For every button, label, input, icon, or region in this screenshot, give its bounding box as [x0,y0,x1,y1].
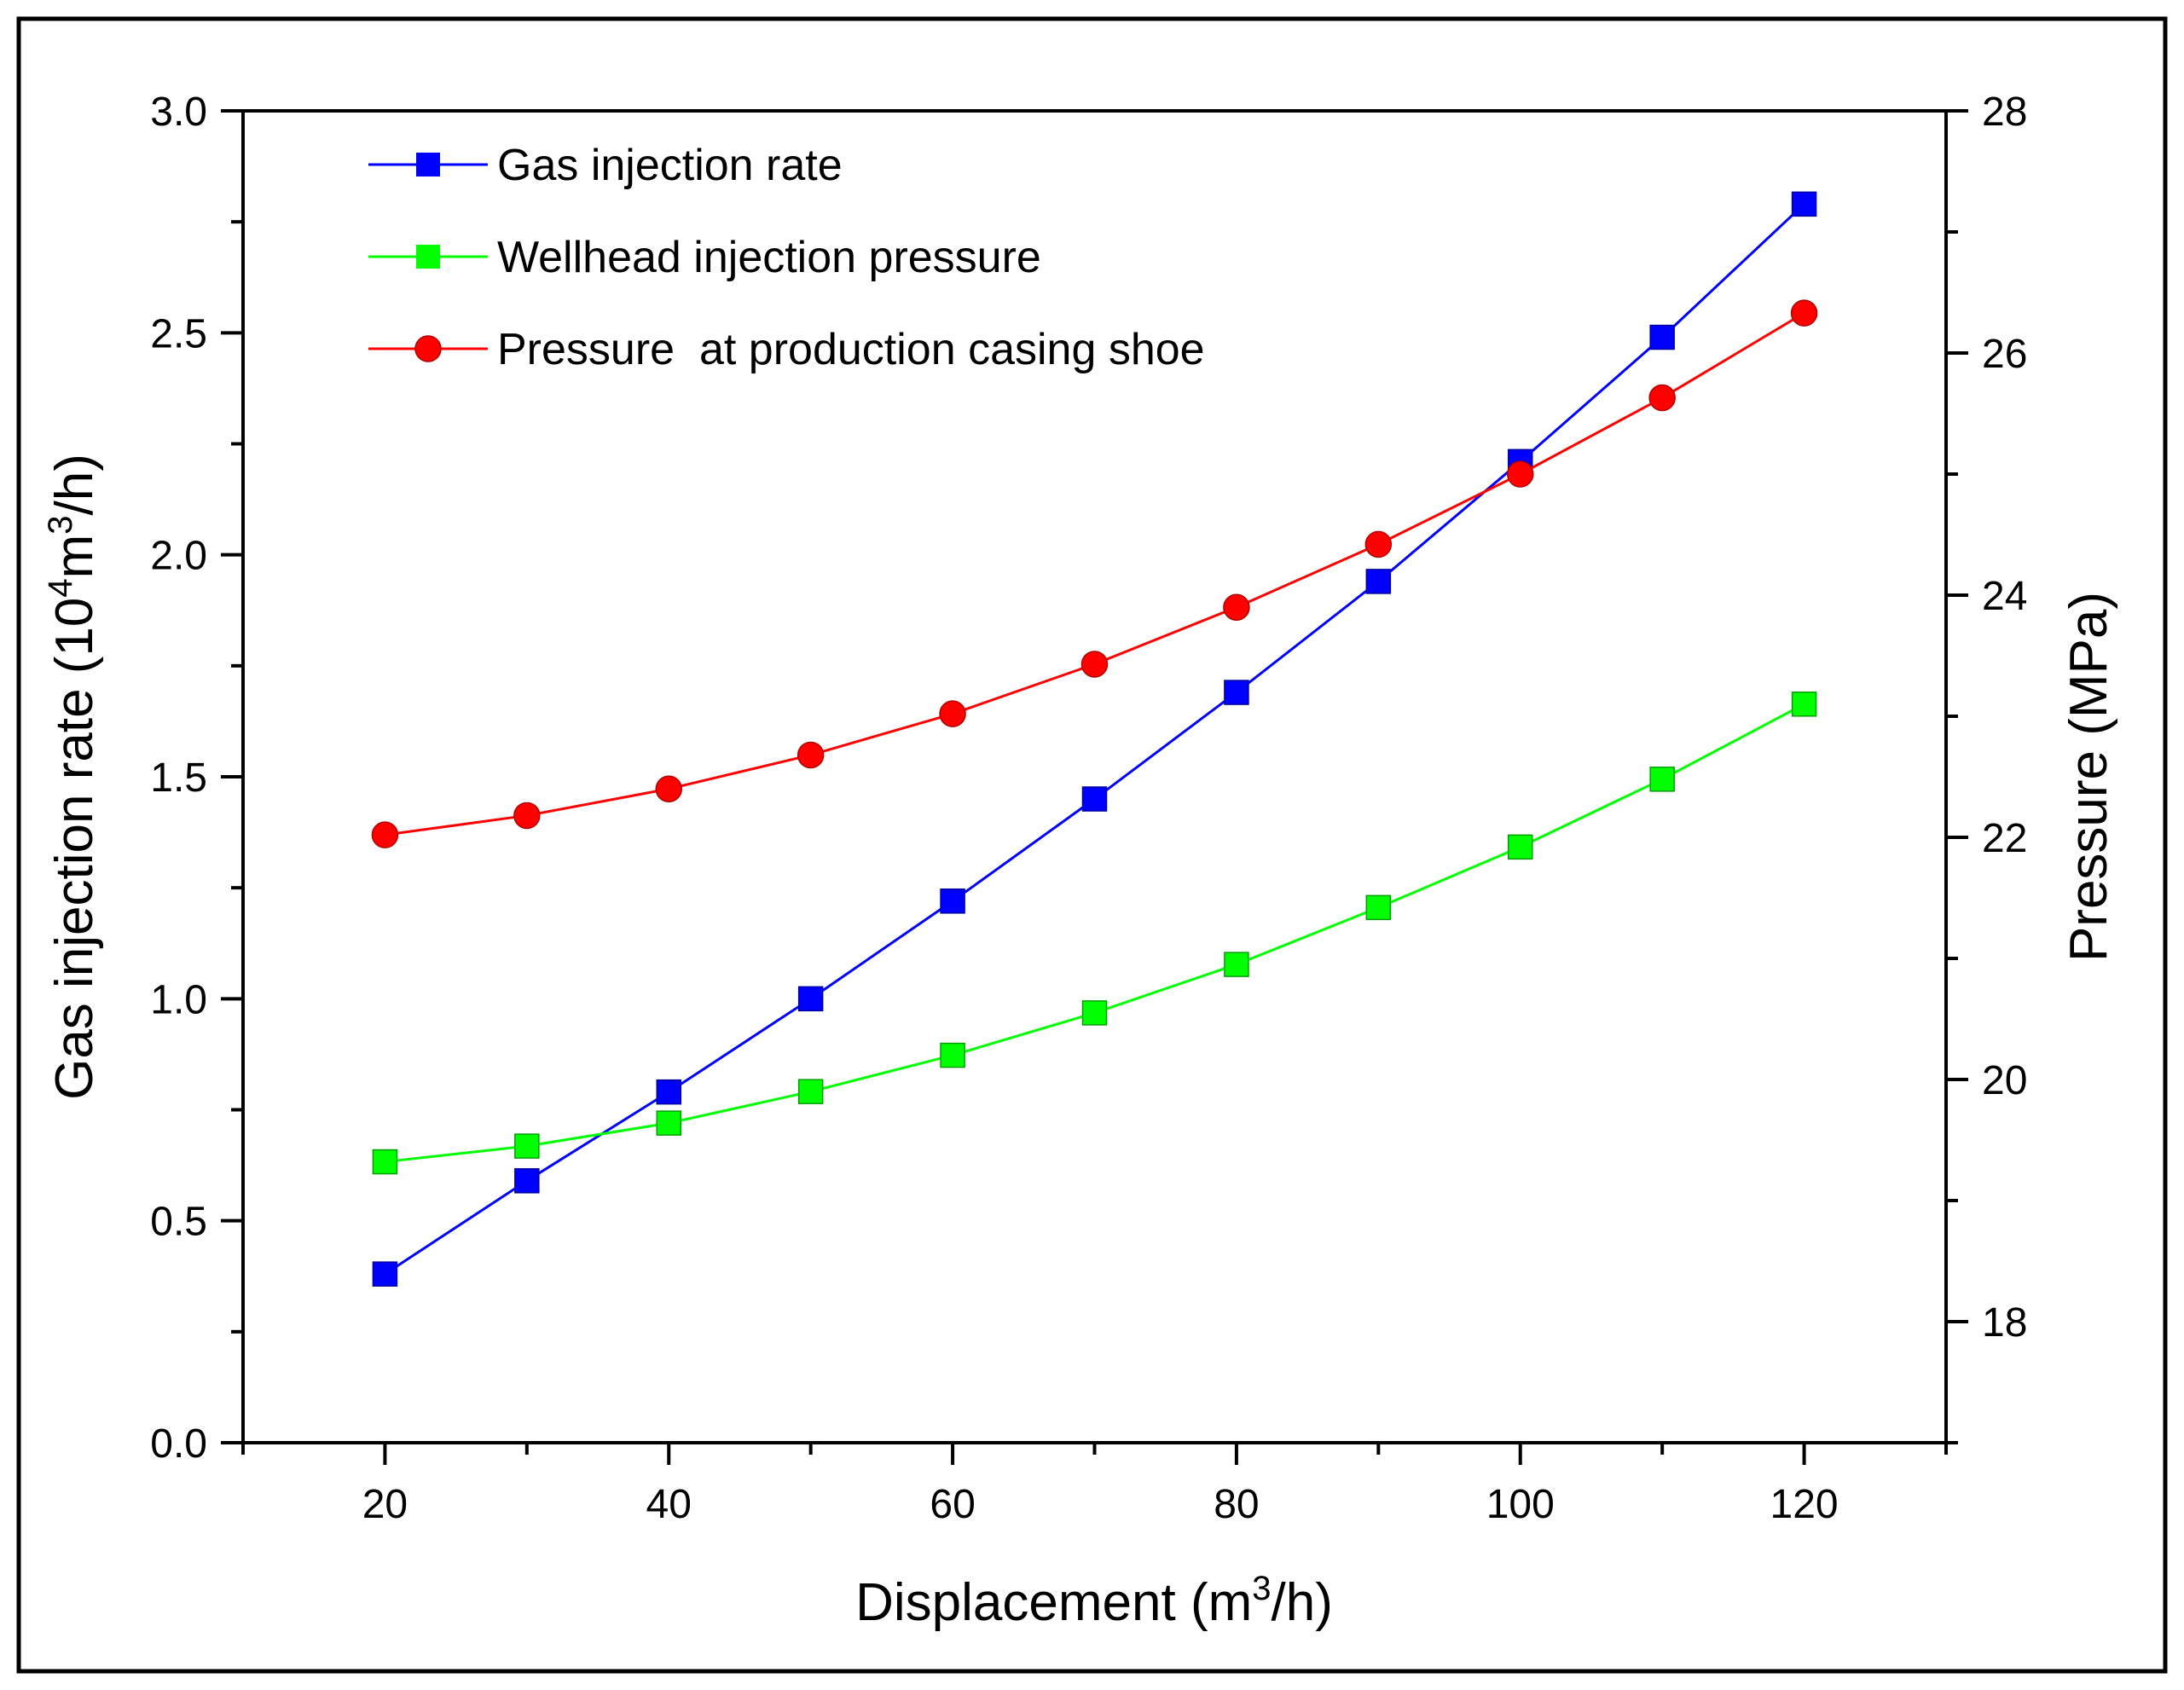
left-y-tick-label: 2.0 [150,534,207,579]
data-point-pressure-at-production-casing-shoe [513,802,541,830]
x-tick-label: 40 [646,1482,692,1527]
series-layer [371,191,1818,1287]
legend-marker-wellhead-injection-pressure [416,245,440,269]
data-point-gas-injection-rate [1081,786,1108,812]
right-y-tick-label: 24 [1982,574,2027,619]
data-point-pressure-at-production-casing-shoe [371,821,399,848]
x-tick-label: 60 [930,1482,975,1527]
left-y-tick-label: 0.0 [150,1421,207,1467]
data-point-wellhead-injection-pressure [372,1149,398,1175]
data-point-gas-injection-rate [656,1079,681,1105]
data-point-gas-injection-rate [1365,569,1392,594]
data-point-pressure-at-production-casing-shoe [939,700,966,727]
data-point-wellhead-injection-pressure [1365,894,1392,921]
data-point-wellhead-injection-pressure [797,1079,824,1104]
data-point-pressure-at-production-casing-shoe [1223,593,1250,621]
left-y-tick-label: 1.0 [150,977,207,1022]
right-y-tick-label: 26 [1982,332,2027,377]
left-y-tick-label: 0.5 [150,1200,207,1245]
series-line-wellhead-injection-pressure [385,703,1805,1164]
data-point-gas-injection-rate [514,1168,540,1194]
left-y-axis-title: Gas injection rate (104m3/h) [42,454,104,1100]
data-point-pressure-at-production-casing-shoe [1507,460,1534,488]
data-point-gas-injection-rate [797,986,824,1012]
x-axis-ticks: 20 40 60 80 100 120 [241,1443,1948,1527]
legend-marker-pressure-at-production-casing-shoe [414,335,442,362]
data-point-gas-injection-rate [1649,324,1675,350]
data-point-gas-injection-rate [1224,680,1249,705]
x-tick-label: 100 [1486,1482,1555,1527]
right-y-tick-label: 18 [1982,1300,2027,1346]
left-y-tick-label: 2.5 [150,311,207,356]
data-point-pressure-at-production-casing-shoe [655,775,682,802]
right-y-axis-ticks: 18 20 22 24 26 28 [1946,90,2027,1444]
right-y-tick-label: 20 [1982,1058,2027,1103]
data-point-wellhead-injection-pressure [1508,834,1533,860]
data-point-gas-injection-rate [1791,191,1817,217]
data-point-pressure-at-production-casing-shoe [1364,530,1393,559]
left-y-tick-label: 3.0 [150,90,207,135]
legend-label-pressure-at-production-casing-shoe: Pressure at production casing shoe [497,325,1205,374]
data-point-wellhead-injection-pressure [1081,1000,1108,1026]
left-y-tick-label: 1.5 [150,755,207,801]
right-y-tick-label: 22 [1982,816,2027,861]
data-point-gas-injection-rate [940,888,965,914]
right-y-axis-title: Pressure (MPa) [2059,592,2118,962]
data-point-pressure-at-production-casing-shoe [1080,651,1109,678]
series-line-pressure-at-production-casing-shoe [385,311,1805,836]
x-tick-label: 20 [362,1482,408,1527]
legend-label-gas-injection-rate: Gas injection rate [497,141,843,190]
legend-label-wellhead-injection-pressure: Wellhead injection pressure [497,233,1041,282]
data-point-wellhead-injection-pressure [1791,692,1817,717]
left-y-axis-ticks: 0.0 0.5 1.0 1.5 2.0 2.5 3.0 [150,90,243,1467]
legend: Gas injection rate Wellhead injection pre… [368,141,1205,374]
x-axis-title: Displacement (m3/h) [855,1570,1333,1632]
legend-marker-gas-injection-rate [416,153,440,177]
data-point-pressure-at-production-casing-shoe [797,741,825,769]
data-point-wellhead-injection-pressure [940,1042,965,1068]
right-y-tick-label: 28 [1982,90,2027,135]
x-tick-label: 120 [1770,1482,1839,1527]
x-tick-label: 80 [1214,1482,1259,1527]
data-point-pressure-at-production-casing-shoe [1790,299,1818,327]
data-point-wellhead-injection-pressure [514,1133,540,1159]
data-point-wellhead-injection-pressure [656,1110,681,1136]
data-point-pressure-at-production-casing-shoe [1648,384,1676,412]
data-point-gas-injection-rate [372,1261,398,1287]
data-point-wellhead-injection-pressure [1224,952,1249,977]
outer-frame [16,16,2168,1674]
data-point-wellhead-injection-pressure [1649,767,1675,792]
